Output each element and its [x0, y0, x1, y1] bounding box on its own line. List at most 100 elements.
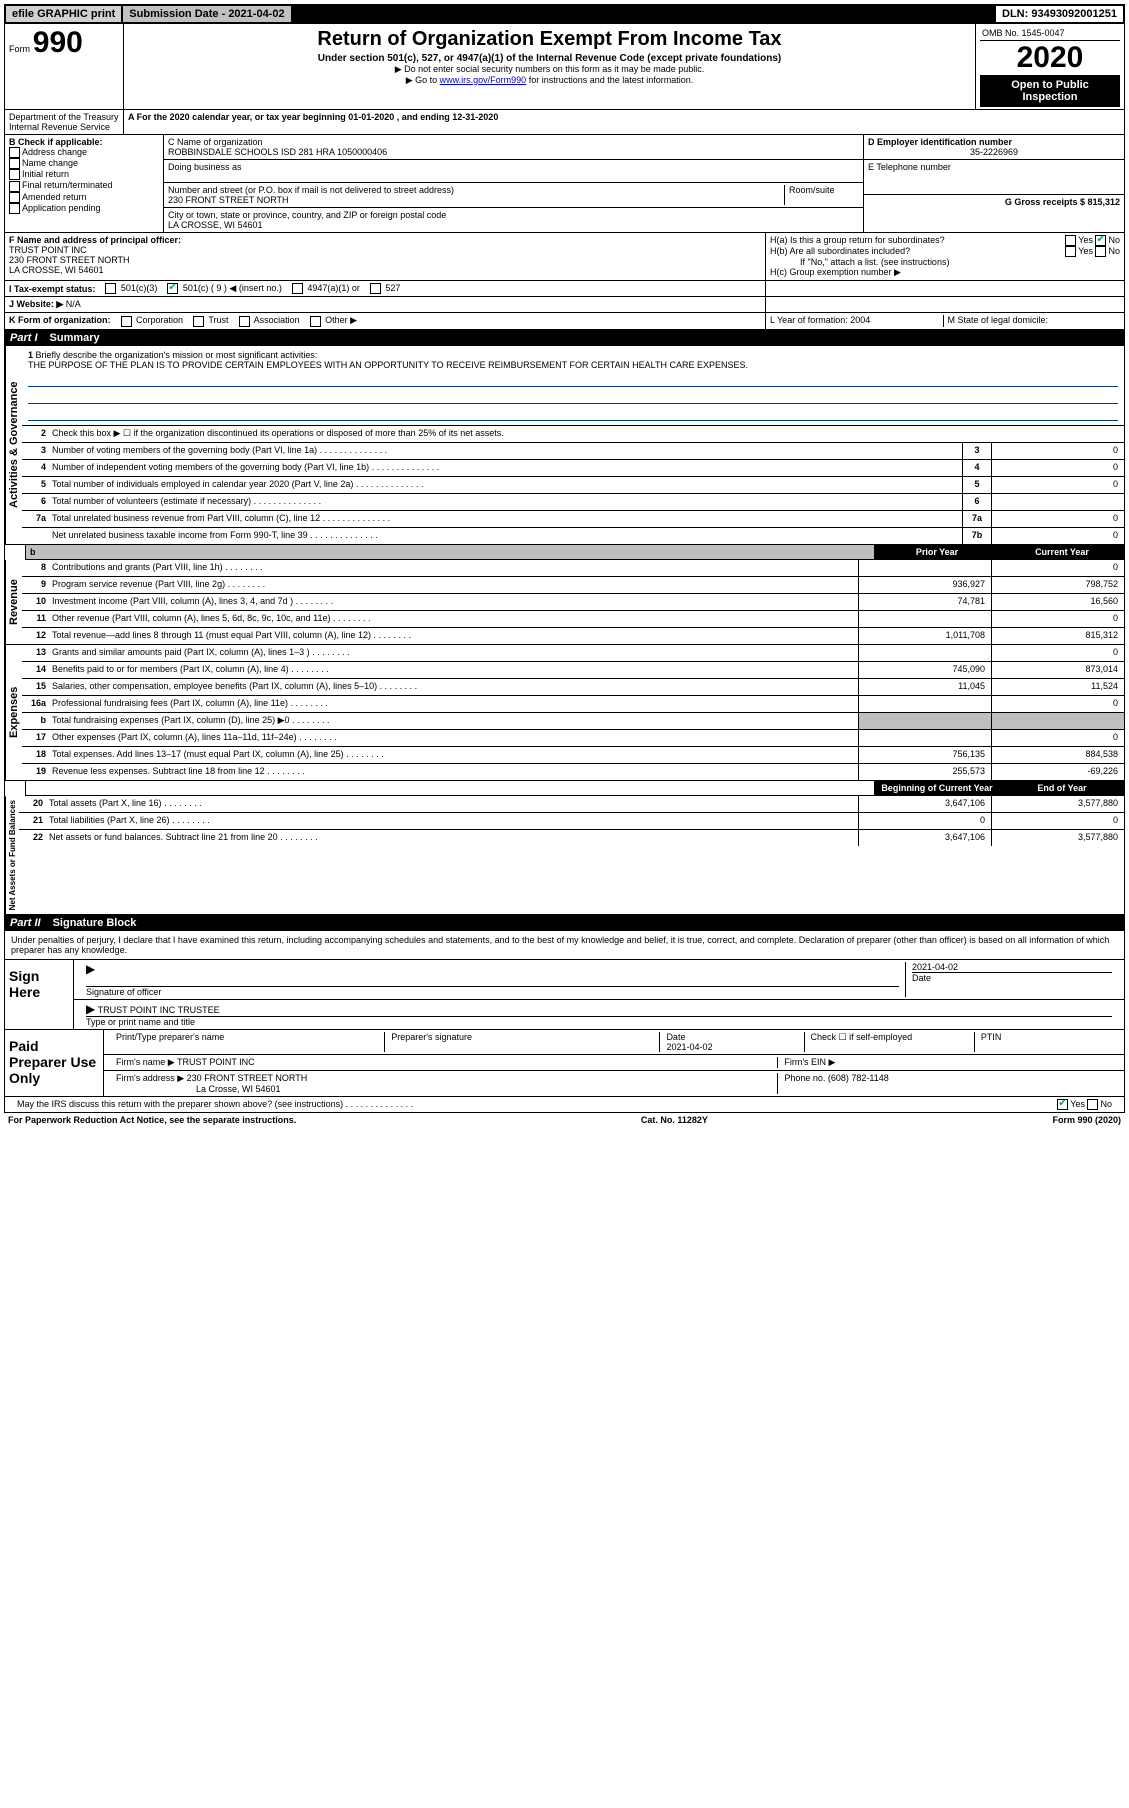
box-f: F Name and address of principal officer:… [5, 233, 766, 280]
box-b: B Check if applicable: Address change Na… [5, 135, 164, 232]
officer-city: LA CROSSE, WI 54601 [9, 265, 761, 275]
top-spacer [293, 6, 996, 22]
box-c: C Name of organization ROBBINSDALE SCHOO… [164, 135, 864, 232]
city: LA CROSSE, WI 54601 [168, 220, 859, 230]
org-name: ROBBINSDALE SCHOOLS ISD 281 HRA 10500004… [168, 147, 859, 157]
firm-name-label: Firm's name ▶ [116, 1057, 175, 1067]
part-2-header: Part II Signature Block [4, 915, 1125, 931]
l-label: L Year of formation: 2004 [770, 315, 944, 326]
footer: For Paperwork Reduction Act Notice, see … [4, 1113, 1125, 1127]
table-row: Net unrelated business taxable income fr… [22, 528, 1124, 544]
footer-right: Form 990 (2020) [1052, 1115, 1121, 1125]
vlabel-expenses: Expenses [5, 645, 22, 780]
chk-initial[interactable]: Initial return [9, 169, 159, 180]
street: 230 FRONT STREET NORTH [168, 195, 784, 205]
note-2: ▶ Go to www.irs.gov/Form990 for instruct… [128, 75, 971, 86]
chk-501c3[interactable]: 501(c)(3) [105, 283, 157, 294]
omb-box: OMB No. 1545-0047 2020 Open to Public In… [976, 24, 1124, 109]
table-row: 17Other expenses (Part IX, column (A), l… [22, 730, 1124, 747]
omb-number: OMB No. 1545-0047 [980, 26, 1120, 41]
sign-here: Sign Here [5, 960, 74, 1029]
vlabel-activities: Activities & Governance [5, 346, 22, 544]
hb-label: H(b) Are all subordinates included? [770, 246, 910, 257]
table-row: 10Investment income (Part VIII, column (… [22, 594, 1124, 611]
table-row: 6Total number of volunteers (estimate if… [22, 494, 1124, 511]
chk-amended[interactable]: Amended return [9, 192, 159, 203]
type-label: Type or print name and title [86, 1016, 1112, 1027]
section-fh: F Name and address of principal officer:… [4, 233, 1125, 281]
chk-address[interactable]: Address change [9, 147, 159, 158]
line-a: A For the 2020 calendar year, or tax yea… [124, 110, 1124, 134]
irs-link[interactable]: www.irs.gov/Form990 [440, 75, 527, 85]
col-header-net: Beginning of Current Year End of Year [4, 781, 1125, 796]
note-2-pre: ▶ Go to [406, 75, 440, 85]
part-2-roman: Part II [10, 917, 41, 929]
table-row: 3Number of voting members of the governi… [22, 443, 1124, 460]
room-label: Room/suite [784, 185, 859, 205]
vlabel-net: Net Assets or Fund Balances [5, 796, 19, 914]
chk-final[interactable]: Final return/terminated [9, 180, 159, 191]
section-expenses: Expenses 13Grants and similar amounts pa… [4, 645, 1125, 781]
firm-name: TRUST POINT INC [177, 1057, 255, 1067]
ein: 35-2226969 [868, 147, 1120, 157]
table-row: 14Benefits paid to or for members (Part … [22, 662, 1124, 679]
open-public: Open to Public Inspection [980, 75, 1120, 107]
city-label: City or town, state or province, country… [168, 210, 859, 220]
chk-name[interactable]: Name change [9, 158, 159, 169]
part-1-header: Part I Summary [4, 330, 1125, 346]
prep-name-label: Print/Type preparer's name [110, 1032, 385, 1052]
street-label: Number and street (or P.O. box if mail i… [168, 185, 784, 195]
chk-4947[interactable]: 4947(a)(1) or [292, 283, 360, 294]
form-number-box: Form 990 [5, 24, 124, 109]
box-j: J Website: ▶ N/A [4, 297, 1125, 313]
i-label: I Tax-exempt status: [9, 284, 95, 294]
table-row: 20Total assets (Part X, line 16)3,647,10… [19, 796, 1124, 813]
hb-yesno: Yes No [1065, 246, 1120, 257]
note-1: ▶ Do not enter social security numbers o… [128, 64, 971, 75]
note-2-post: for instructions and the latest informat… [529, 75, 694, 85]
date-label: Date [912, 972, 1112, 983]
form-number: 990 [33, 26, 83, 59]
part-2-title: Signature Block [53, 917, 137, 929]
col-header-rev: b Prior Year Current Year [4, 545, 1125, 560]
officer-street: 230 FRONT STREET NORTH [9, 255, 761, 265]
hc-label: H(c) Group exemption number ▶ [770, 267, 1120, 278]
footer-left: For Paperwork Reduction Act Notice, see … [8, 1115, 296, 1125]
form-title: Return of Organization Exempt From Incom… [128, 28, 971, 51]
k-label: K Form of organization: [9, 315, 111, 326]
top-bar: efile GRAPHIC print Submission Date - 20… [4, 4, 1125, 24]
table-row: 13Grants and similar amounts paid (Part … [22, 645, 1124, 662]
submission-date: Submission Date - 2021-04-02 [123, 6, 292, 22]
firm-addr-label: Firm's address ▶ [116, 1073, 184, 1083]
discuss-q: May the IRS discuss this return with the… [11, 1099, 1051, 1110]
q2: Check this box ▶ ☐ if the organization d… [48, 426, 1124, 442]
chk-501c9[interactable]: 501(c) ( 9 ) ◀ (insert no.) [167, 283, 281, 294]
ha-yesno: Yes No [1065, 235, 1120, 246]
check-self[interactable]: Check ☐ if self-employed [805, 1032, 975, 1052]
table-row: 22Net assets or fund balances. Subtract … [19, 830, 1124, 846]
firm-addr: 230 FRONT STREET NORTH [187, 1073, 308, 1083]
efile-label[interactable]: efile GRAPHIC print [6, 6, 123, 22]
prep-date: 2021-04-02 [666, 1042, 712, 1052]
chk-527[interactable]: 527 [370, 283, 401, 294]
j-label: J Website: ▶ [9, 299, 63, 309]
section-revenue: Revenue 8Contributions and grants (Part … [4, 560, 1125, 645]
chk-trust[interactable]: Trust [193, 315, 229, 326]
chk-pending[interactable]: Application pending [9, 203, 159, 214]
chk-assoc[interactable]: Association [239, 315, 300, 326]
dln: DLN: 93493092001251 [996, 6, 1123, 22]
table-row: bTotal fundraising expenses (Part IX, co… [22, 713, 1124, 730]
table-row: 7aTotal unrelated business revenue from … [22, 511, 1124, 528]
c-label: C Name of organization [168, 137, 859, 147]
mission-block: 1 Briefly describe the organization's mi… [22, 346, 1124, 426]
chk-other[interactable]: Other ▶ [310, 315, 357, 326]
box-b-heading: B Check if applicable: [9, 137, 159, 147]
col-prior: Prior Year [874, 545, 999, 559]
part-1-title: Summary [50, 332, 100, 344]
paid-preparer: Paid Preparer Use Only [5, 1030, 104, 1096]
ptin: PTIN [975, 1032, 1118, 1052]
phone: Phone no. (608) 782-1148 [778, 1073, 1118, 1094]
chk-corp[interactable]: Corporation [121, 315, 184, 326]
firm-ein: Firm's EIN ▶ [778, 1057, 1118, 1068]
officer-type-name: TRUST POINT INC TRUSTEE [98, 1005, 220, 1015]
